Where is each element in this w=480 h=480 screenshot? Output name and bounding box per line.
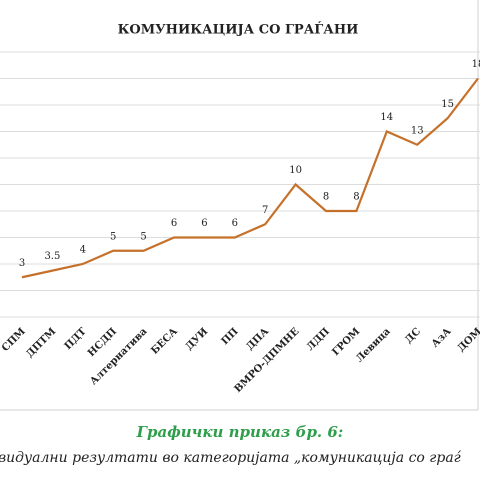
value-label: 7 xyxy=(262,205,268,216)
value-label: 14 xyxy=(380,112,393,123)
value-label: 18 xyxy=(472,59,480,70)
value-label: 13 xyxy=(411,125,424,136)
value-label: 10 xyxy=(289,165,302,176)
value-label: 15 xyxy=(441,99,454,110)
value-label: 4 xyxy=(80,245,86,256)
value-label: 6 xyxy=(171,218,177,229)
chart-title: КОМУНИКАЦИЈА СО ГРАЃАНИ xyxy=(118,22,359,38)
chart-frame xyxy=(0,0,479,411)
value-label: 5 xyxy=(140,231,146,242)
data-line xyxy=(21,77,479,279)
caption-label: Графички приказ бр. 6: xyxy=(136,423,344,441)
value-label: 3 xyxy=(19,258,25,269)
value-label: 6 xyxy=(201,218,207,229)
caption-text: видуални резултати во категоријата „кому… xyxy=(0,450,462,466)
value-label: 8 xyxy=(353,192,359,203)
value-label: 3.5 xyxy=(44,251,60,262)
value-label: 6 xyxy=(232,218,238,229)
value-label: 8 xyxy=(323,192,329,203)
value-label: 5 xyxy=(110,231,116,242)
